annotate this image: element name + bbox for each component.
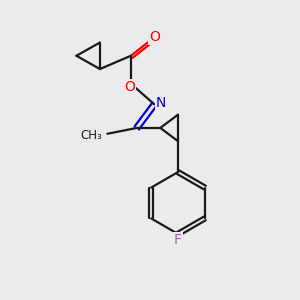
Text: CH₃: CH₃: [80, 129, 102, 142]
Text: O: O: [150, 30, 160, 44]
Text: O: O: [124, 80, 135, 94]
Text: N: N: [156, 96, 166, 110]
Text: F: F: [174, 233, 182, 248]
